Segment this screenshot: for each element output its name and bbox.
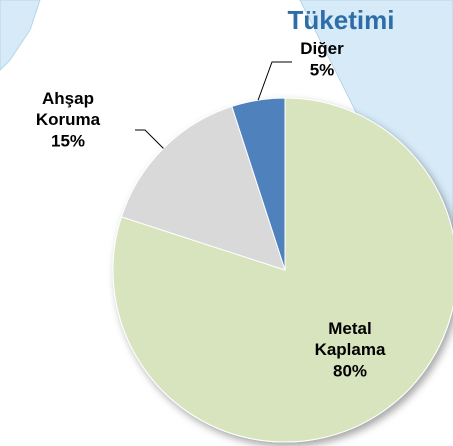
pie [112,97,453,443]
map-shape [0,0,41,71]
value-label: 15% [51,131,85,150]
pie-slice [112,97,453,443]
slice-label: Metal Kaplama [315,319,386,359]
value-label: 5% [310,60,335,79]
leader-line [135,129,164,149]
slice-label: Ahşap Koruma [36,89,101,129]
value-label: 80% [333,361,367,380]
pie-slice [120,105,286,271]
pie-slice [231,97,286,271]
leader-line [257,61,292,101]
slice-label: Diğer [300,39,344,58]
chart-title: Tüketimi [288,5,395,35]
labels: Metal Kaplama 80% Ahşap Koruma 15% Diğer 5% [36,39,386,380]
